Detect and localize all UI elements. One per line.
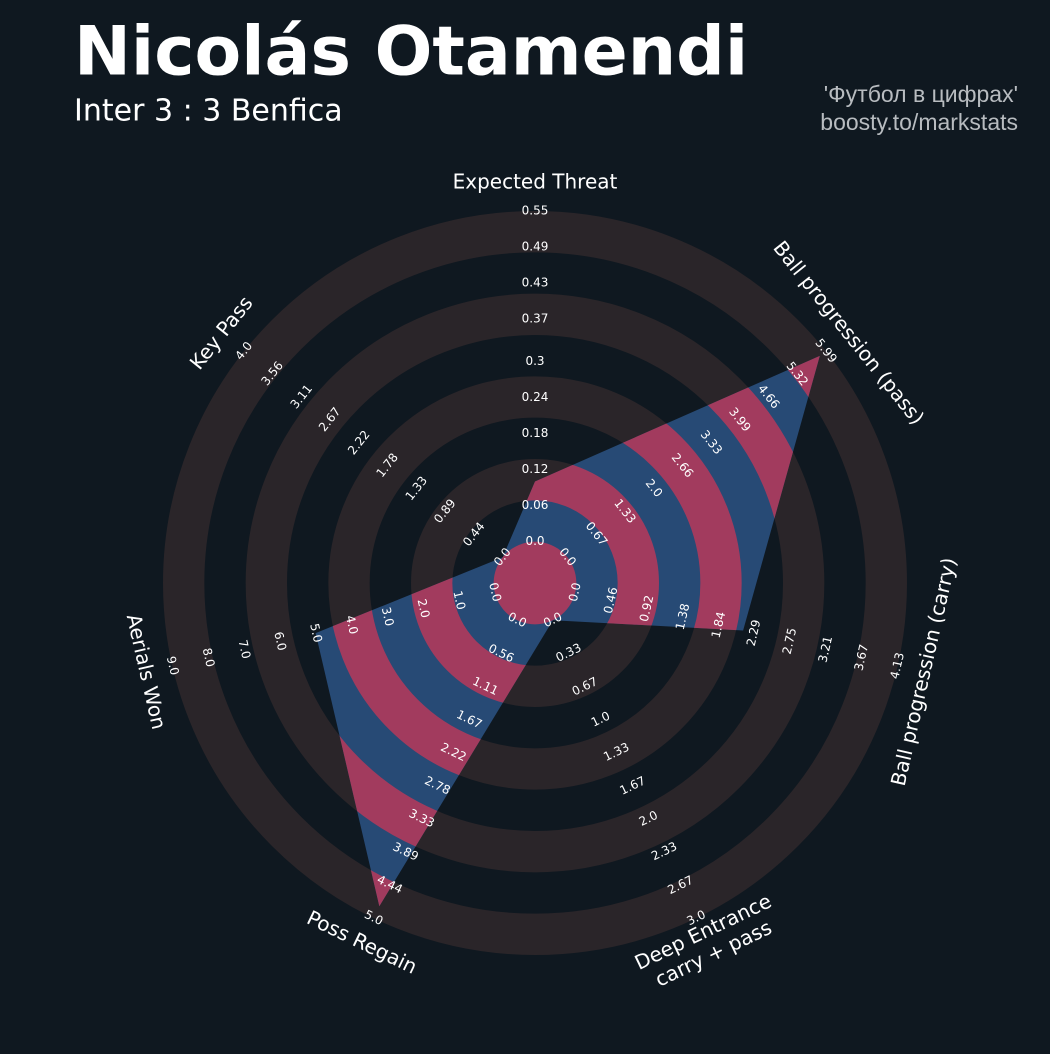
tick-label: 0.49 <box>522 240 549 254</box>
tick-label: 1.38 <box>673 602 693 631</box>
tick-label: 3.0 <box>379 606 397 628</box>
tick-label: 2.75 <box>780 626 800 655</box>
credit: boosty.to/markstats <box>820 109 1018 135</box>
ring <box>163 211 907 955</box>
tick-label: 5.0 <box>307 622 325 644</box>
tick-label: 0.46 <box>601 586 621 615</box>
tick-label: 0.55 <box>522 204 549 218</box>
tick-label: 0.3 <box>525 354 544 368</box>
tick-label: 0.06 <box>522 498 549 512</box>
tick-label: 0.37 <box>522 312 549 326</box>
tick-label: 0.92 <box>637 594 657 623</box>
tick-label: 0.12 <box>522 462 549 476</box>
tick-label: 9.0 <box>164 655 182 677</box>
tick-label: 6.0 <box>271 630 289 652</box>
tick-label: 8.0 <box>200 647 218 669</box>
tick-label: 1.0 <box>450 589 468 611</box>
tick-label: 1.84 <box>709 610 729 639</box>
tick-label: 0.43 <box>522 276 549 290</box>
tick-label: 2.0 <box>415 598 433 620</box>
tick-label: 0.0 <box>486 581 504 603</box>
tick-label: 2.29 <box>744 618 764 647</box>
tick-label: 0.24 <box>522 390 549 404</box>
tick-label: 4.0 <box>343 614 361 636</box>
credit: 'Футбол в цифрах' <box>824 81 1018 107</box>
tick-label: 3.67 <box>851 643 871 672</box>
tick-label: 7.0 <box>236 638 254 660</box>
center-circle <box>493 541 577 625</box>
tick-label: 0.0 <box>566 581 584 603</box>
ring <box>245 293 825 873</box>
chart-title: Nicolás Otamendi <box>74 13 748 92</box>
tick-label: 0.0 <box>525 534 544 548</box>
tick-label: 3.21 <box>816 635 836 664</box>
chart-subtitle: Inter 3 : 3 Benfica <box>74 94 343 129</box>
tick-label: 4.13 <box>887 651 907 680</box>
param-label: Expected Threat <box>453 170 618 194</box>
tick-label: 0.18 <box>522 426 549 440</box>
